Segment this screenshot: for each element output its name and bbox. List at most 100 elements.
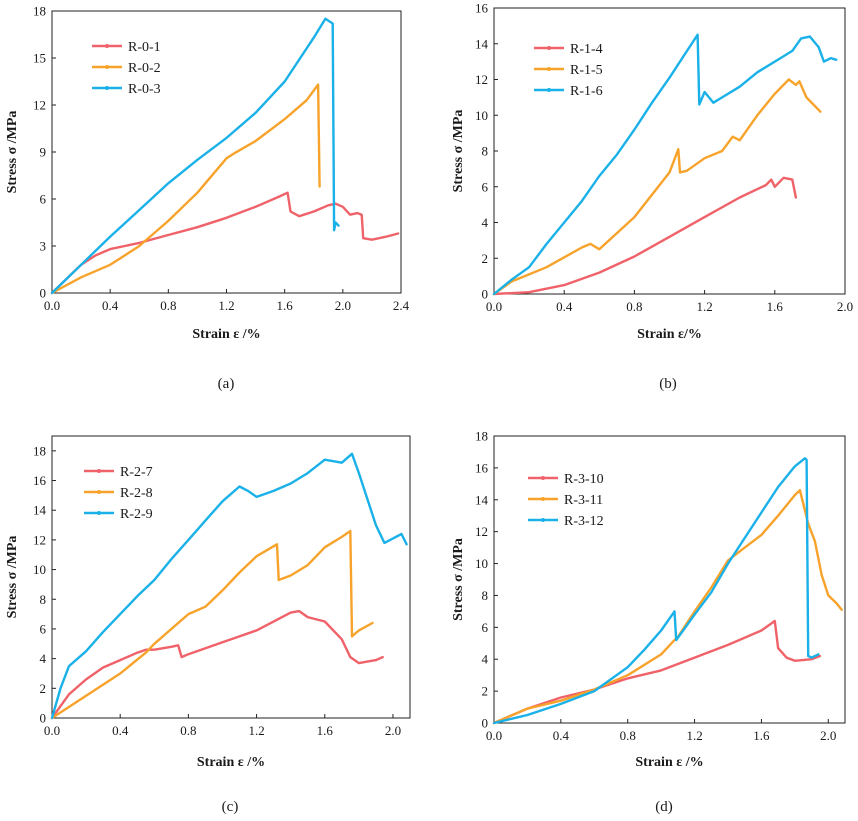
series-line-R-1-5 (492, 78, 822, 296)
plot-frame (51, 435, 411, 719)
y-tick-label: 2 (482, 684, 489, 699)
y-tick-label: 18 (33, 4, 46, 19)
x-tick-label: 2.4 (393, 298, 410, 313)
series-line-R-3-11 (492, 489, 843, 725)
legend-label: R-0-1 (128, 40, 161, 55)
y-tick-label: 12 (33, 98, 46, 113)
legend-marker (105, 86, 109, 90)
x-tick-label: 0.0 (486, 728, 502, 743)
legend-marker (97, 490, 101, 494)
y-tick-label: 12 (475, 72, 488, 87)
legend-marker (105, 44, 109, 48)
x-tick-label: 0.4 (112, 723, 129, 738)
x-tick-label: 1.6 (277, 298, 294, 313)
y-tick-label: 8 (482, 588, 489, 603)
legend-marker (547, 46, 551, 50)
y-tick-label: 10 (33, 562, 46, 577)
x-tick-label: 1.6 (317, 723, 334, 738)
y-tick-label: 0 (482, 716, 489, 731)
legend-label: R-0-3 (128, 82, 161, 97)
legend-marker (547, 67, 551, 71)
legend-label: R-1-4 (570, 42, 603, 57)
legend-label: R-2-8 (120, 486, 153, 501)
y-tick-label: 10 (475, 556, 488, 571)
y-tick-label: 6 (482, 620, 489, 635)
y-tick-label: 18 (475, 429, 488, 444)
y-tick-label: 6 (40, 621, 47, 636)
x-tick-label: 0.8 (620, 728, 636, 743)
y-tick-label: 18 (33, 443, 46, 458)
x-tick-label: 1.2 (218, 298, 234, 313)
x-tick-label: 0.4 (553, 728, 570, 743)
y-tick-label: 16 (475, 460, 489, 475)
panel-caption: (b) (659, 376, 677, 392)
legend-marker (541, 518, 545, 522)
y-axis-label: Stress σ /MPa (451, 538, 466, 621)
panel-d: 0.0 0.4 0.8 1.2 1.6 2.0 0 2 4 6 8 10 12 14 16 18 Strain … (451, 429, 846, 815)
x-tick-label: 1.2 (686, 728, 702, 743)
x-tick-label: 1.2 (248, 723, 264, 738)
series-line-R-3-12 (492, 457, 820, 725)
legend-label: R-3-10 (564, 472, 604, 487)
legend-label: R-0-2 (128, 61, 161, 76)
series-line-R-2-7 (50, 609, 384, 720)
series-line-R-0-3 (50, 17, 340, 295)
series-line-R-2-9 (50, 452, 408, 720)
series-line-R-0-1 (50, 191, 400, 295)
legend-marker (547, 88, 551, 92)
panel-a: 0.0 0.4 0.8 1.2 1.6 2.0 2.4 0 3 6 9 12 15 18 Strain ε … (5, 4, 410, 393)
panel-c: 0.0 0.4 0.8 1.2 1.6 2.0 0 2 4 6 8 10 12 14 16 18 Strain … (5, 435, 411, 815)
y-tick-label: 2 (40, 681, 47, 696)
x-tick-label: 1.6 (753, 728, 770, 743)
legend-marker (105, 65, 109, 69)
x-tick-label: 0.0 (486, 299, 502, 314)
y-axis-label: Stress σ /MPa (5, 111, 20, 194)
legend-label: R-3-11 (564, 493, 603, 508)
x-tick-label: 0.8 (180, 723, 196, 738)
y-tick-label: 16 (475, 1, 489, 16)
x-tick-label: 2.0 (335, 298, 351, 313)
x-tick-label: 2.0 (385, 723, 401, 738)
legend-label: R-2-9 (120, 507, 153, 522)
x-tick-label: 1.2 (696, 299, 712, 314)
series-line-R-0-2 (50, 83, 321, 295)
legend-marker (541, 497, 545, 501)
y-tick-label: 14 (33, 503, 47, 518)
legend-marker (97, 511, 101, 515)
series-line-R-2-8 (50, 529, 374, 720)
x-tick-label: 2.0 (820, 728, 836, 743)
legend-label: R-2-7 (120, 465, 153, 480)
y-tick-label: 8 (482, 144, 489, 159)
x-tick-label: 0.8 (626, 299, 642, 314)
y-tick-label: 16 (33, 473, 47, 488)
y-tick-label: 0 (40, 286, 47, 301)
legend-marker (97, 469, 101, 473)
panel-caption: (a) (218, 376, 235, 392)
y-tick-label: 6 (40, 192, 47, 207)
y-tick-label: 9 (40, 145, 47, 160)
y-tick-label: 4 (482, 215, 489, 230)
series-line-R-1-6 (492, 33, 838, 296)
y-tick-label: 8 (40, 592, 47, 607)
y-tick-label: 2 (482, 251, 489, 266)
panel-caption: (d) (655, 799, 673, 815)
x-axis-label: Strain ε /% (192, 327, 260, 342)
series-line-R-1-4 (492, 176, 798, 296)
y-tick-label: 0 (40, 711, 47, 726)
y-axis-label: Stress σ /MPa (451, 110, 466, 193)
y-axis-label: Stress σ /MPa (5, 536, 20, 619)
x-tick-label: 0.4 (556, 299, 573, 314)
x-axis-label: Strain ε /% (635, 755, 703, 770)
y-tick-label: 4 (40, 651, 47, 666)
y-tick-label: 10 (475, 108, 488, 123)
legend-marker (541, 476, 545, 480)
y-tick-label: 0 (482, 287, 489, 302)
y-tick-label: 4 (482, 652, 489, 667)
x-tick-label: 0.8 (160, 298, 176, 313)
y-tick-label: 3 (40, 239, 47, 254)
panel-caption: (c) (222, 799, 239, 815)
legend-label: R-1-6 (570, 84, 603, 99)
legend-label: R-1-5 (570, 63, 603, 78)
x-tick-label: 2.0 (837, 299, 853, 314)
